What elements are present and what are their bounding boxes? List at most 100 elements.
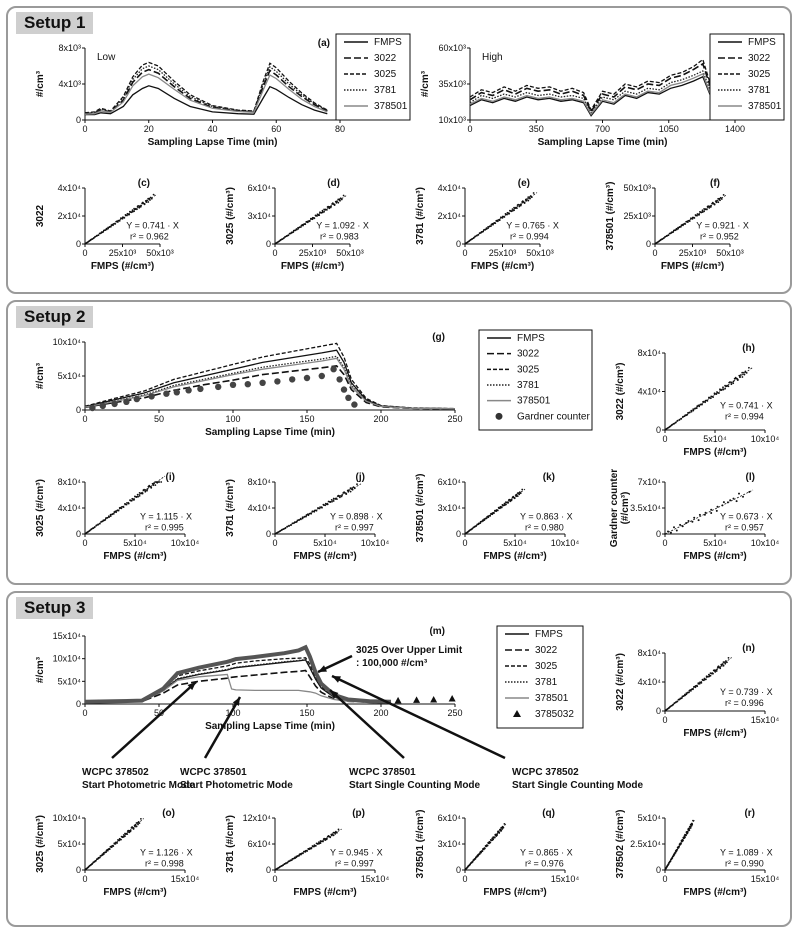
data-point bbox=[105, 851, 107, 853]
data-point bbox=[701, 403, 703, 406]
y-tick-label: 6x10⁴ bbox=[438, 813, 462, 823]
panel-label: (o) bbox=[162, 808, 175, 819]
data-point bbox=[152, 193, 155, 196]
gardner-point bbox=[336, 376, 343, 383]
data-point bbox=[748, 366, 750, 369]
panel-label: (n) bbox=[742, 643, 755, 654]
fit-r-squared: r² = 0.957 bbox=[725, 522, 764, 532]
fit-r-squared: r² = 0.976 bbox=[525, 858, 564, 868]
annotation-wcpc-378502-photometric: WCPC 378502 bbox=[82, 767, 149, 778]
data-point bbox=[688, 691, 690, 694]
data-point bbox=[494, 510, 497, 512]
fit-line bbox=[664, 657, 732, 712]
series-3022 bbox=[84, 68, 328, 115]
data-point bbox=[485, 517, 488, 520]
data-point bbox=[501, 828, 504, 830]
data-point bbox=[687, 520, 690, 522]
data-point bbox=[142, 489, 145, 492]
x-tick-label: 150 bbox=[299, 414, 314, 424]
y-tick-label: 2.5x10⁴ bbox=[630, 839, 661, 849]
data-point bbox=[321, 209, 324, 212]
data-point bbox=[696, 685, 699, 688]
gardner-point bbox=[215, 383, 222, 391]
y-tick-label: 0 bbox=[266, 239, 271, 249]
data-point bbox=[710, 512, 713, 514]
data-point bbox=[735, 500, 738, 503]
data-point bbox=[127, 502, 130, 505]
x-tick-label: 250 bbox=[447, 414, 462, 424]
data-point bbox=[150, 487, 153, 489]
chart-f: 0 25x10³ 50x10³ 0 25x10³ 50x10³ FMPS (#/cm³) 37… bbox=[605, 178, 749, 272]
fit-r-squared: r² = 0.994 bbox=[510, 231, 549, 241]
chart-title: Low bbox=[97, 52, 116, 63]
data-point bbox=[742, 495, 744, 498]
legend-label: 3022 bbox=[748, 53, 771, 64]
fit-equation: Y = 0.739 · X bbox=[720, 687, 773, 697]
panel-label: (k) bbox=[543, 472, 555, 483]
annotation-upper-limit: 3025 Over Upper Limit bbox=[356, 645, 463, 656]
data-point bbox=[496, 833, 499, 835]
data-point bbox=[133, 498, 136, 501]
fit-equation: Y = 0.921 · X bbox=[696, 220, 749, 230]
y-tick-label: 0 bbox=[266, 529, 271, 539]
data-point bbox=[157, 481, 160, 483]
data-point bbox=[722, 664, 725, 667]
y-tick-label: 4x10³ bbox=[58, 79, 81, 89]
series-3025 bbox=[84, 342, 456, 410]
data-point bbox=[147, 201, 150, 203]
x-axis-label: Sampling Lapse Time (min) bbox=[205, 427, 335, 438]
legend-box bbox=[496, 625, 584, 729]
data-point bbox=[349, 490, 352, 493]
panel-label: (d) bbox=[327, 178, 340, 189]
data-point bbox=[118, 220, 121, 222]
data-point bbox=[310, 512, 313, 515]
y-tick-label: 0 bbox=[76, 115, 81, 125]
data-point bbox=[523, 202, 526, 205]
legend-label: 378501 bbox=[535, 693, 569, 704]
data-point bbox=[699, 681, 701, 684]
data-point bbox=[138, 206, 141, 209]
x-tick-label: 0 bbox=[662, 874, 667, 884]
panel-label: (i) bbox=[166, 472, 175, 483]
x-axis-label: FMPS (#/cm³) bbox=[471, 261, 534, 272]
gardner-point bbox=[259, 379, 266, 386]
fit-line bbox=[84, 475, 166, 535]
data-point bbox=[727, 657, 730, 659]
legend-marker bbox=[513, 710, 521, 717]
data-point bbox=[114, 510, 117, 513]
data-point bbox=[316, 213, 319, 216]
data-point bbox=[730, 383, 733, 386]
fit-r-squared: r² = 0.997 bbox=[335, 858, 374, 868]
series-3022 bbox=[84, 669, 392, 704]
data-point bbox=[340, 198, 343, 201]
x-tick-label: 0 bbox=[82, 414, 87, 424]
x-tick-label: 150 bbox=[299, 708, 314, 718]
y-axis-label: 378502 (#/cm³) bbox=[615, 810, 626, 879]
gardner-point bbox=[303, 374, 311, 382]
x-axis-label: FMPS (#/cm³) bbox=[683, 447, 746, 458]
arrow-head bbox=[332, 676, 341, 683]
x-tick-label: 25x10³ bbox=[679, 248, 707, 258]
data-point bbox=[686, 830, 689, 833]
data-point bbox=[701, 209, 704, 212]
legend-label: 378501 bbox=[517, 396, 551, 407]
fit-r-squared: r² = 0.952 bbox=[700, 231, 739, 241]
x-tick-label: 5x10⁴ bbox=[503, 538, 527, 548]
x-tick-label: 10x10⁴ bbox=[751, 434, 780, 444]
x-tick-label: 20 bbox=[144, 124, 154, 134]
data-point bbox=[498, 219, 501, 222]
data-point bbox=[703, 210, 705, 213]
legend-label: 3025 bbox=[374, 69, 397, 80]
y-tick-label: 8x10⁴ bbox=[638, 348, 662, 358]
chart-c: 0 25x10³ 50x10³ 0 2x10⁴ 4x10⁴ FMPS (#/cm³) 3022… bbox=[35, 178, 179, 272]
data-point bbox=[717, 201, 720, 204]
panel-label: (m) bbox=[429, 626, 445, 637]
chart-a: 0 20 40 60 80 0 4x10³ 8x10³ Sampling Lapse Time … bbox=[35, 38, 345, 148]
chart-l: 0 5x10⁴ 10x10⁴ 0 3.5x10⁴ 7x10⁴ FMPS (#/cm³) Gar… bbox=[609, 469, 779, 562]
data-point bbox=[160, 481, 163, 483]
data-point bbox=[324, 502, 327, 505]
y-tick-label: 3.5x10⁴ bbox=[630, 503, 661, 513]
data-point bbox=[743, 371, 745, 374]
series-378501 bbox=[84, 673, 392, 704]
